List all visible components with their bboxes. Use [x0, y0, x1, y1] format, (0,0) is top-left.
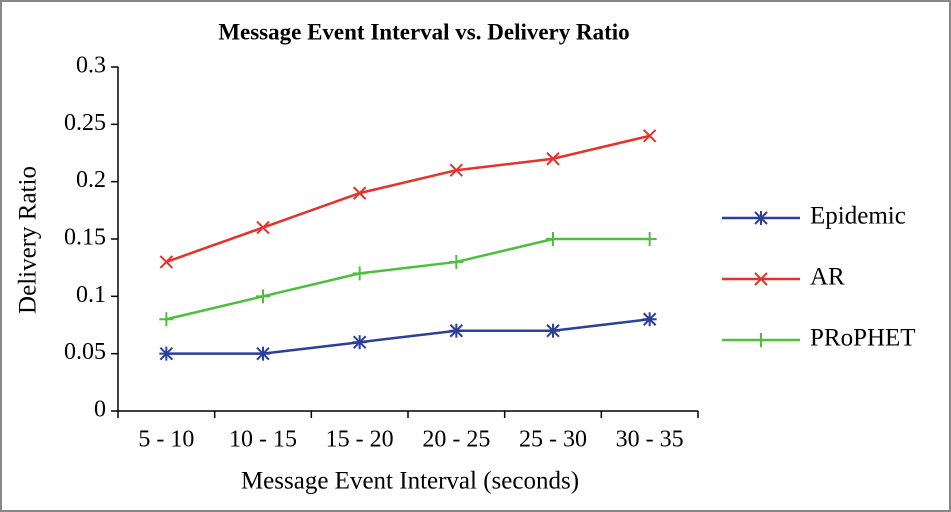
- x-tick-label: 5 - 10: [138, 427, 194, 453]
- x-tick-label: 30 - 35: [616, 427, 684, 453]
- series-line: [165, 134, 650, 264]
- marker: [159, 346, 174, 361]
- marker: [449, 163, 464, 177]
- y-tick-label: 0.25: [64, 110, 106, 136]
- x-axis-label: Message Event Interval (seconds): [241, 468, 579, 495]
- marker: [352, 335, 367, 350]
- x-tick-label: 10 - 15: [229, 427, 297, 453]
- marker: [754, 211, 768, 225]
- legend-label: Epidemic: [810, 203, 906, 230]
- marker: [256, 220, 270, 235]
- marker-stroke: [546, 152, 560, 166]
- legend-label: PRoPHET: [810, 325, 916, 352]
- y-tick-label: 0.15: [64, 225, 106, 251]
- marker: [642, 312, 657, 327]
- marker: [159, 312, 174, 327]
- marker: [352, 186, 367, 200]
- marker: [642, 232, 657, 246]
- marker: [449, 254, 464, 269]
- marker: [754, 272, 768, 286]
- marker: [546, 152, 560, 166]
- marker-stroke: [449, 163, 464, 177]
- marker: [449, 323, 464, 338]
- y-tick-label: 0.2: [76, 167, 106, 193]
- marker: [546, 323, 560, 338]
- marker: [256, 346, 270, 361]
- marker: [546, 232, 560, 246]
- chart-title: Message Event Interval vs. Delivery Rati…: [218, 19, 629, 44]
- marker-stroke: [642, 129, 657, 143]
- marker-stroke: [352, 186, 367, 200]
- legend-label: AR: [810, 264, 845, 291]
- marker: [754, 333, 768, 347]
- y-tick-label: 0: [94, 397, 106, 423]
- marker: [256, 289, 270, 304]
- y-tick-label: 0.05: [64, 339, 106, 365]
- x-tick-label: 20 - 25: [422, 427, 490, 453]
- series-line: [166, 237, 650, 321]
- series-line: [166, 318, 650, 355]
- marker: [159, 255, 174, 269]
- marker-stroke: [754, 272, 768, 286]
- x-tick-label: 25 - 30: [519, 427, 587, 453]
- marker: [642, 129, 657, 143]
- y-tick-label: 0.1: [76, 282, 106, 308]
- marker-stroke: [159, 255, 174, 269]
- y-axis-label: Delivery Ratio: [15, 166, 42, 314]
- x-tick-label: 15 - 20: [326, 427, 394, 453]
- y-tick-label: 0.3: [76, 53, 106, 79]
- marker: [352, 266, 367, 281]
- marker-stroke: [256, 220, 270, 235]
